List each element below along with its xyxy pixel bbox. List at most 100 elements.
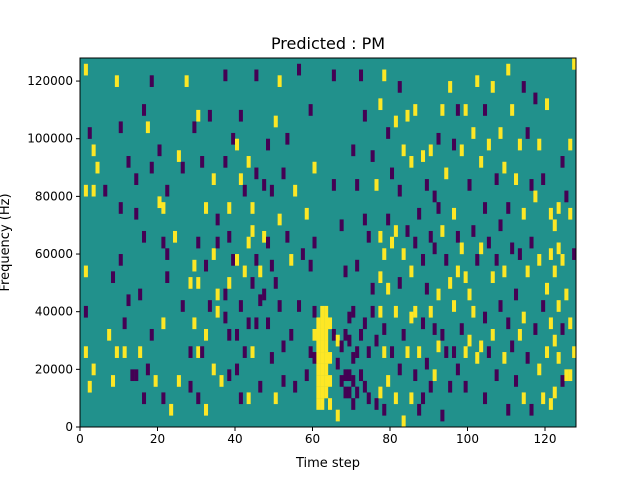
heatmap-cell-high: [552, 219, 557, 232]
heatmap-cell-high: [324, 375, 329, 387]
heatmap-cell-low: [448, 380, 453, 393]
heatmap-cell-low: [417, 207, 422, 220]
heatmap-cell-high: [378, 271, 383, 284]
heatmap-cell-high: [452, 207, 457, 220]
heatmap-cell-high: [328, 352, 333, 364]
heatmap-cell-high: [560, 254, 565, 266]
y-tick-label: 40000: [35, 305, 73, 319]
heatmap-cell-low: [471, 225, 476, 237]
heatmap-cell-high: [471, 127, 476, 139]
heatmap-cell-high: [393, 392, 398, 405]
heatmap-cell-low: [312, 352, 317, 364]
heatmap-cell-high: [320, 340, 325, 353]
heatmap-cell-low: [118, 254, 123, 266]
heatmap-cell-high: [568, 138, 573, 151]
heatmap-cell-high: [328, 398, 333, 410]
heatmap-cell-high: [335, 409, 340, 422]
heatmap-cell-low: [331, 179, 336, 191]
x-tick-label: 40: [227, 432, 242, 446]
heatmap-cell-high: [378, 230, 383, 243]
heatmap-cell-low: [339, 219, 344, 232]
heatmap-cell-high: [320, 375, 325, 387]
heatmap-cell-high: [514, 173, 519, 185]
heatmap-cell-high: [490, 271, 495, 284]
heatmap-cell-low: [103, 184, 108, 197]
heatmap-cell-low: [262, 179, 267, 191]
heatmap-cell-high: [316, 352, 321, 364]
y-axis-label: Frequency (Hz): [0, 193, 13, 291]
heatmap-cell-low: [343, 369, 348, 382]
heatmap-cell-low: [533, 92, 538, 105]
heatmap-cell-high: [479, 340, 484, 353]
heatmap-cell-high: [83, 184, 88, 197]
heatmap-cell-high: [436, 340, 441, 353]
heatmap-cell-low: [269, 352, 274, 364]
heatmap-cell-low: [134, 207, 139, 220]
heatmap-cell-high: [320, 398, 325, 410]
heatmap-cell-high: [277, 213, 282, 226]
heatmap-cell-low: [204, 259, 209, 272]
heatmap-cell-low: [366, 392, 371, 405]
heatmap-cell-high: [246, 156, 251, 168]
heatmap-cell-low: [347, 334, 352, 347]
heatmap-cell-high: [486, 138, 491, 151]
heatmap-cell-low: [428, 230, 433, 243]
heatmap-cell-low: [514, 288, 519, 301]
heatmap-cell-high: [320, 386, 325, 399]
heatmap-cell-low: [238, 300, 243, 312]
heatmap-cell-low: [483, 104, 488, 116]
y-tick-label: 120000: [27, 74, 73, 88]
heatmap-cell-high: [393, 305, 398, 318]
heatmap-cell-low: [134, 173, 139, 185]
heatmap-cell-low: [266, 138, 271, 151]
heatmap-cell-high: [521, 207, 526, 220]
heatmap-cell-high: [324, 352, 329, 364]
heatmap-cell-low: [359, 328, 364, 341]
heatmap-cell-high: [386, 375, 391, 387]
heatmap-cell-low: [347, 311, 352, 324]
heatmap-cell-high: [277, 75, 282, 87]
heatmap-cell-low: [452, 346, 457, 358]
heatmap-cell-high: [556, 242, 561, 255]
x-tick-label: 80: [382, 432, 397, 446]
heatmap-cell-low: [308, 346, 313, 358]
heatmap-cell-high: [401, 415, 406, 428]
heatmap-cell-high: [517, 138, 522, 151]
heatmap-cell-high: [91, 184, 96, 197]
heatmap-cell-high: [289, 254, 294, 266]
heatmap-cell-high: [405, 346, 410, 358]
heatmap-cell-low: [347, 386, 352, 399]
heatmap-cell-high: [316, 375, 321, 387]
heatmap-cell-high: [335, 334, 340, 347]
heatmap-cell-low: [254, 254, 259, 266]
heatmap-cell-low: [339, 340, 344, 353]
heatmap-cell-low: [161, 236, 166, 249]
heatmap-cell-low: [149, 161, 154, 174]
heatmap-cell-high: [459, 242, 464, 255]
heatmap-cell-high: [490, 81, 495, 93]
heatmap-cell-low: [483, 202, 488, 214]
heatmap-cell-low: [560, 156, 565, 168]
heatmap-cell-high: [258, 265, 263, 278]
heatmap-cell-low: [455, 104, 460, 116]
heatmap-cell-high: [467, 334, 472, 347]
heatmap-cell-high: [545, 346, 550, 358]
heatmap-cell-high: [413, 305, 418, 318]
heatmap-cell-low: [343, 265, 348, 278]
heatmap-cell-low: [382, 323, 387, 335]
heatmap-cell-low: [370, 305, 375, 318]
heatmap-cell-low: [359, 69, 364, 82]
heatmap-cell-low: [196, 392, 201, 405]
heatmap-cell-high: [506, 63, 511, 76]
heatmap-cell-high: [479, 156, 484, 168]
heatmap-cell-high: [572, 346, 577, 358]
heatmap-cell-low: [227, 369, 232, 382]
heatmap-cell-low: [165, 248, 170, 260]
heatmap-cell-low: [277, 300, 282, 312]
heatmap-cell-low: [467, 179, 472, 191]
heatmap-cell-high: [211, 173, 216, 185]
heatmap-cell-high: [525, 265, 530, 278]
heatmap-cell-low: [560, 323, 565, 335]
heatmap-cell-high: [250, 346, 255, 358]
